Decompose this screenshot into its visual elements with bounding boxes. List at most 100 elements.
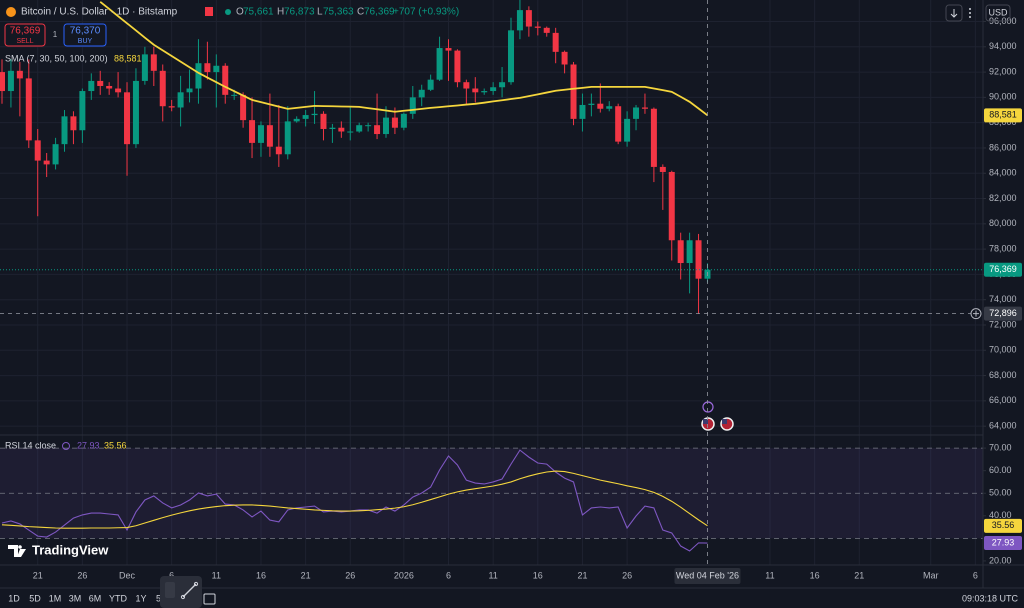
candle-body — [61, 116, 68, 145]
candle-body — [650, 108, 657, 167]
candle-body — [311, 113, 318, 116]
candle-body — [472, 88, 479, 93]
x-tick-label: 11 — [765, 570, 774, 580]
candle-body — [124, 92, 131, 145]
quote-key: H — [277, 7, 284, 18]
quote-value: 76,369 — [364, 7, 395, 18]
currency: USD — [988, 7, 1008, 17]
x-tick-label: 16 — [256, 570, 266, 580]
candle-body — [588, 103, 595, 105]
y-tick-label: 80,000 — [989, 218, 1017, 228]
candle-body — [409, 97, 416, 114]
crosshair-time-box — [674, 568, 741, 584]
candle-body — [329, 127, 336, 129]
calendar-icon[interactable] — [203, 593, 216, 605]
candle-body — [204, 63, 211, 73]
series-last-label: 35.56 — [992, 520, 1015, 530]
candle-body — [25, 78, 32, 141]
range-button[interactable]: 5D — [29, 593, 41, 603]
range-button[interactable]: 6M — [89, 593, 102, 603]
sma-legend: SMA (7, 30, 50, 100, 200) — [5, 53, 108, 63]
candle-body — [481, 91, 488, 93]
flag-canton — [703, 419, 708, 424]
candle-body — [168, 106, 175, 108]
series-last-label: 27.93 — [992, 537, 1015, 547]
candle-body — [159, 70, 166, 107]
y-tick-label: 72,000 — [989, 319, 1017, 329]
candle-body — [150, 54, 157, 71]
series-last-label-box — [984, 518, 1022, 533]
x-tick-label: 11 — [212, 570, 221, 580]
brand-logo — [8, 545, 26, 557]
x-tick-label: 26 — [77, 570, 87, 580]
candle-body — [115, 88, 122, 93]
range-button[interactable]: 3M — [69, 593, 82, 603]
candle-body — [436, 48, 443, 80]
candle-body — [79, 91, 86, 131]
candle-body — [445, 48, 452, 51]
sma-legend-value: 88,581 — [114, 53, 142, 63]
x-tick-label: 11 — [488, 570, 497, 580]
clock: 09:03:18 UTC — [962, 593, 1019, 603]
crosshair-price-label: 72,896 — [989, 308, 1017, 318]
drag-handle — [165, 582, 175, 598]
candle-body — [186, 88, 193, 93]
candle-body — [0, 72, 5, 92]
range-button[interactable]: 1M — [49, 593, 62, 603]
candle-body — [106, 85, 113, 89]
overlay: Wed 04 Feb '26 76,369 72,896 88,581 27.93 35.… — [0, 0, 1022, 584]
sell-button[interactable] — [4, 23, 46, 47]
download-icon — [950, 9, 958, 18]
buy-button[interactable] — [63, 23, 107, 47]
candle-body — [34, 140, 41, 161]
x-tick-label: 21 — [854, 570, 864, 580]
candle-body — [499, 82, 506, 88]
candle-body — [597, 103, 604, 109]
trend-line-tool[interactable] — [182, 583, 197, 598]
menu-dot[interactable] — [969, 8, 971, 10]
y-tick-label: 70.00 — [989, 442, 1012, 452]
candle-body — [302, 115, 309, 119]
last-price-label-box — [984, 262, 1022, 277]
candle-body — [88, 80, 95, 92]
y-tick-label: 50.00 — [989, 488, 1012, 498]
candle-body — [52, 144, 59, 165]
candle-body — [284, 121, 291, 155]
candle-body — [132, 80, 139, 145]
flag-icon[interactable] — [205, 7, 213, 16]
brand: TradingView — [32, 542, 109, 557]
x-tick-label: 26 — [345, 570, 355, 580]
x-tick-label: 6 — [446, 570, 451, 580]
range-button[interactable]: 1D — [8, 593, 20, 603]
y-tick-label: 86,000 — [989, 142, 1017, 152]
candle-body — [266, 125, 273, 147]
candle-body — [222, 65, 229, 95]
download-button[interactable] — [945, 4, 963, 22]
y-tick-label: 90,000 — [989, 92, 1017, 102]
candle-body — [534, 26, 541, 28]
candle-body — [7, 70, 14, 92]
series-last-label-box — [984, 108, 1022, 123]
candle-body — [347, 131, 354, 133]
candle-body — [293, 118, 300, 122]
event-icon[interactable] — [702, 401, 714, 413]
quote-key: L — [317, 7, 323, 18]
candle-body — [141, 54, 148, 81]
currency-button[interactable] — [985, 4, 1011, 22]
quote-value: 76,873 — [284, 7, 315, 18]
candle-body — [490, 87, 497, 92]
candle-body — [570, 64, 577, 119]
range-button[interactable]: YTD — [109, 593, 128, 603]
candle-body — [561, 51, 568, 65]
y-tick-label: 66,000 — [989, 395, 1017, 405]
candle-body — [633, 107, 640, 119]
candle-body — [249, 120, 256, 143]
y-tick-label: 82,000 — [989, 193, 1017, 203]
range-button[interactable]: 1Y — [135, 593, 146, 603]
y-tick-label: 40.00 — [989, 510, 1012, 520]
rsi-icon — [62, 442, 70, 450]
candle-body — [231, 94, 238, 96]
candle-body — [177, 92, 184, 108]
candle-body — [70, 116, 77, 131]
